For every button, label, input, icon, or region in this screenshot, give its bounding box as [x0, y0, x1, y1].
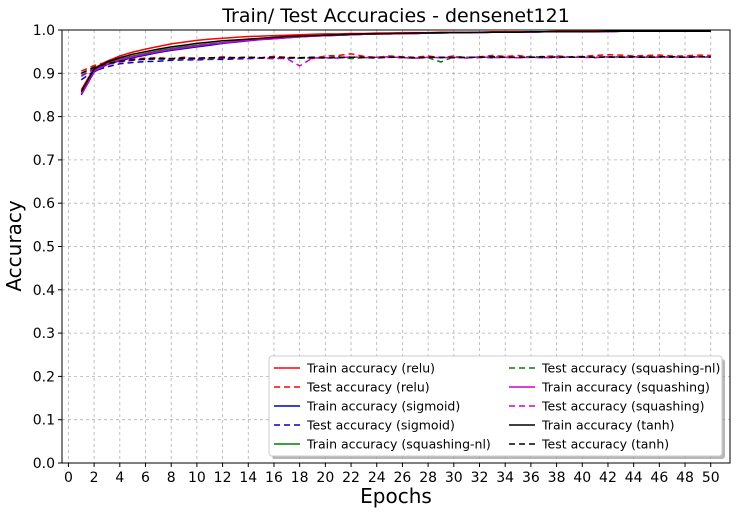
series-line-test-accuracy-squashing	[80, 56, 711, 77]
x-tick-label: 50	[702, 470, 720, 486]
x-tick-label: 40	[573, 470, 591, 486]
x-tick-label: 46	[650, 470, 668, 486]
y-tick-label: 0.6	[33, 196, 55, 212]
y-tick-label: 0.8	[33, 110, 55, 126]
x-tick-label: 2	[90, 470, 99, 486]
x-tick-label: 0	[64, 470, 73, 486]
x-tick-label: 16	[265, 470, 283, 486]
x-tick-label: 6	[141, 470, 150, 486]
x-tick-label: 34	[496, 470, 514, 486]
x-tick-label: 24	[368, 470, 386, 486]
y-tick-label: 0.5	[33, 240, 55, 256]
legend-entry-label: Test accuracy (tanh)	[541, 437, 669, 452]
legend-entry-label: Test accuracy (squashing)	[541, 399, 705, 414]
x-tick-label: 28	[419, 470, 437, 486]
y-tick-label: 1.0	[33, 23, 55, 39]
x-tick-label: 32	[471, 470, 489, 486]
y-tick-label: 0.0	[33, 456, 55, 472]
series-layer	[80, 30, 711, 96]
x-tick-label: 36	[522, 470, 540, 486]
legend-entry-label: Train accuracy (squashing-nl)	[306, 437, 491, 452]
x-tick-label: 22	[342, 470, 360, 486]
y-tick-label: 0.9	[33, 66, 55, 82]
x-tick-label: 14	[239, 470, 257, 486]
x-tick-label: 18	[291, 470, 309, 486]
x-tick-label: 42	[599, 470, 617, 486]
legend-entry-label: Train accuracy (tanh)	[541, 418, 675, 433]
x-tick-label: 10	[188, 470, 206, 486]
x-tick-label: 26	[394, 470, 412, 486]
y-tick-label: 0.4	[33, 283, 55, 299]
legend: Train accuracy (relu) Test accuracy (relu…	[268, 355, 725, 459]
tick-layer: 0 2 4 6 8 10 12 14 16 18 20 22 24 26 28 30 32 34 36 38 40 42 4…	[33, 23, 720, 486]
x-tick-label: 4	[115, 470, 124, 486]
legend-box	[268, 355, 723, 457]
y-tick-label: 0.7	[33, 153, 55, 169]
series-line-train-accuracy-tanh	[80, 30, 711, 92]
x-tick-label: 8	[167, 470, 176, 486]
legend-entry-label: Test accuracy (relu)	[306, 380, 430, 395]
x-tick-label: 48	[676, 470, 694, 486]
legend-entry-label: Test accuracy (sigmoid)	[306, 418, 455, 433]
legend-entry-label: Train accuracy (squashing)	[541, 380, 710, 395]
x-tick-label: 44	[625, 470, 643, 486]
y-tick-label: 0.1	[33, 413, 55, 429]
legend-entry-label: Test accuracy (squashing-nl)	[541, 361, 720, 376]
y-axis-label: Accuracy	[2, 200, 26, 291]
chart-title: Train/ Test Accuracies - densenet121	[221, 5, 570, 27]
x-tick-label: 30	[445, 470, 463, 486]
legend-entry-label: Train accuracy (sigmoid)	[306, 399, 460, 414]
x-tick-label: 20	[316, 470, 334, 486]
x-tick-label: 38	[548, 470, 566, 486]
y-tick-label: 0.2	[33, 369, 55, 385]
legend-entry-label: Train accuracy (relu)	[306, 361, 435, 376]
x-tick-label: 12	[214, 470, 232, 486]
x-axis-label: Epochs	[360, 484, 432, 508]
y-tick-label: 0.3	[33, 326, 55, 342]
